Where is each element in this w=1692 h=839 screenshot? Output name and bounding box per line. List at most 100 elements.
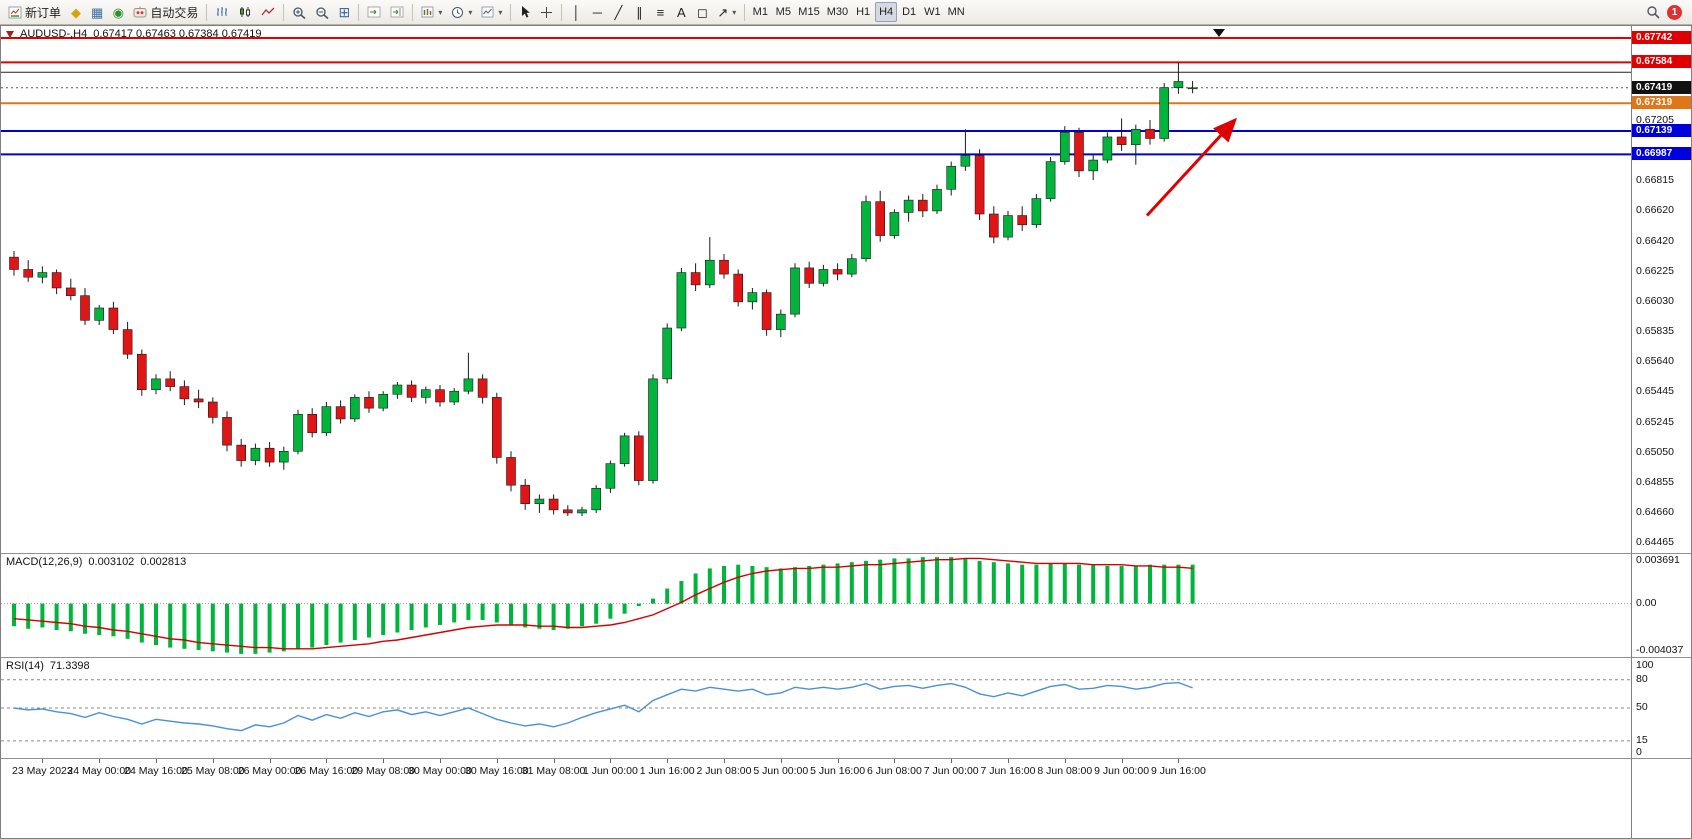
x-axis-tick [440, 759, 441, 763]
line-chart-button[interactable] [257, 2, 279, 22]
toolbar-separator [358, 3, 360, 21]
zoom-out-button[interactable] [311, 2, 333, 22]
y-axis-label: 100 [1636, 659, 1654, 671]
x-axis-label: 30 May 16:00 [464, 765, 529, 777]
notification-badge[interactable]: 1 [1667, 4, 1682, 20]
chart-symbol-label: AUDUSD-,H4 [20, 28, 88, 40]
x-axis-label: 29 May 08:00 [351, 765, 416, 777]
main-chart-pane[interactable]: AUDUSD-,H4 0.67417 0.67463 0.67384 0.674… [1, 26, 1631, 553]
chevron-down-icon: ▾ [468, 7, 473, 17]
y-axis-label: 0.65245 [1636, 416, 1674, 428]
y-axis-label: 0.65445 [1636, 385, 1674, 397]
y-axis-label: 0.66030 [1636, 295, 1674, 307]
bar-chart-button[interactable] [211, 2, 233, 22]
autotrading-button[interactable]: 自动交易 [129, 2, 202, 22]
y-axis-label: 0.66225 [1636, 265, 1674, 277]
trendline-button[interactable]: ╱ [608, 2, 628, 22]
channel-button[interactable]: ∥ [629, 2, 649, 22]
x-axis-tick [894, 759, 896, 763]
arrows-icon: ↗ [717, 4, 729, 20]
macd-label: MACD(12,26,9) 0.003102 0.002813 [6, 556, 186, 568]
macd-chart [1, 557, 1631, 654]
candlestick-mode-button[interactable] [234, 2, 256, 22]
fibonacci-button[interactable]: ≡ [650, 2, 670, 22]
timeframe-mn[interactable]: MN [945, 2, 968, 22]
y-axis-label: 0.66815 [1636, 174, 1674, 186]
zoom-in-button[interactable] [288, 2, 310, 22]
x-axis-label: 26 May 00:00 [237, 765, 302, 777]
x-axis-tick [610, 759, 612, 763]
timeframe-m15[interactable]: M15 [795, 2, 822, 22]
autoscroll-icon [367, 6, 381, 18]
y-axis-label: 0.65640 [1636, 355, 1674, 367]
templates-button[interactable]: ▾ [477, 2, 506, 22]
x-axis-label: 6 Jun 08:00 [866, 765, 922, 777]
cursor-button[interactable] [515, 2, 535, 22]
autoscroll-button[interactable] [363, 2, 385, 22]
new-order-button[interactable]: 新订单 [4, 2, 65, 22]
y-axis-label: 0.64855 [1636, 476, 1674, 488]
toolbar-separator [412, 3, 414, 21]
market-watch-button[interactable]: ◆ [66, 2, 86, 22]
price-badge: 0.67139 [1632, 124, 1691, 137]
periods-button[interactable]: ▾ [447, 2, 476, 22]
time-axis-border [1, 758, 1691, 759]
chart-shift-icon [390, 6, 404, 18]
terminal-icon: ◉ [112, 4, 124, 20]
x-axis-tick [42, 759, 44, 763]
y-axis-label: 0.64465 [1636, 536, 1674, 548]
timeframe-h1[interactable]: H1 [852, 2, 874, 22]
x-axis-tick [326, 759, 328, 763]
timeframe-d1[interactable]: D1 [898, 2, 920, 22]
time-axis[interactable]: 23 May 2023 24 May 00:00 24 May 16:00 25 Ma… [1, 759, 1631, 781]
tile-windows-icon: ⊞ [338, 4, 351, 20]
navigator-button[interactable]: ▦ [87, 2, 107, 22]
crosshair-button[interactable] [536, 2, 557, 22]
horizontal-line-button[interactable]: ─ [587, 2, 607, 22]
channel-icon: ∥ [636, 4, 643, 20]
tile-windows-button[interactable]: ⊞ [334, 2, 354, 22]
label-button[interactable]: ◻ [692, 2, 712, 22]
x-axis-label: 25 May 08:00 [180, 765, 245, 777]
text-button[interactable]: A [671, 2, 691, 22]
terminal-button[interactable]: ◉ [108, 2, 128, 22]
chart-shift-button[interactable] [386, 2, 408, 22]
x-axis-label: 1 Jun 00:00 [582, 765, 638, 777]
macd-pane[interactable]: MACD(12,26,9) 0.003102 0.002813 [1, 554, 1631, 657]
search-button[interactable] [1642, 2, 1664, 22]
y-axis-label: 15 [1636, 734, 1648, 746]
chevron-down-icon: ▾ [498, 7, 503, 17]
timeframe-m1[interactable]: M1 [749, 2, 771, 22]
pane-splitter[interactable] [1, 657, 1691, 658]
macd-signal-value: 0.002813 [140, 556, 187, 568]
timeframe-group: M1 M5 M15 M30 H1 H4 D1 W1 MN [749, 2, 967, 22]
rsi-pane[interactable]: RSI(14) 71.3398 [1, 658, 1631, 758]
price-badge: 0.67419 [1632, 81, 1691, 94]
price-badge: 0.67584 [1632, 55, 1691, 68]
indicators-button[interactable]: ▾ [417, 2, 446, 22]
crosshair-icon [541, 6, 553, 18]
arrows-button[interactable]: ↗ ▾ [713, 2, 740, 22]
clock-icon [452, 6, 464, 18]
chart-collapse-icon[interactable] [6, 30, 14, 38]
pane-splitter[interactable] [1, 553, 1691, 554]
x-axis-label: 23 May 2023 [12, 765, 73, 777]
timeframe-h4[interactable]: H4 [875, 2, 898, 22]
timeframe-m30[interactable]: M30 [824, 2, 851, 22]
candlestick-chart[interactable] [1, 26, 1631, 553]
rsi-name: RSI(14) [6, 660, 44, 672]
x-axis-tick [156, 759, 157, 763]
vertical-line-button[interactable]: │ [566, 2, 586, 22]
y-axis-label: 0 [1636, 746, 1642, 758]
x-axis-label: 5 Jun 16:00 [810, 765, 866, 777]
x-axis-tick [383, 759, 385, 763]
toolbar-separator [510, 3, 512, 21]
x-axis-tick [1008, 759, 1009, 763]
x-axis-tick [1064, 759, 1066, 763]
chart-title: AUDUSD-,H4 0.67417 0.67463 0.67384 0.674… [6, 28, 261, 40]
price-scale[interactable]: 0.67205 0.66815 0.66620 0.66420 0.66225 0.660… [1631, 26, 1691, 838]
y-axis-label: 0.65050 [1636, 446, 1674, 458]
timeframe-m5[interactable]: M5 [772, 2, 794, 22]
timeframe-w1[interactable]: W1 [921, 2, 944, 22]
x-axis-tick [724, 759, 725, 763]
